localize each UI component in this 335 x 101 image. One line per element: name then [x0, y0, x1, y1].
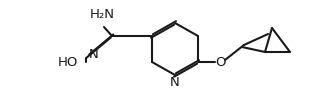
Text: HO: HO: [58, 56, 78, 69]
Text: H₂N: H₂N: [89, 8, 115, 22]
Text: N: N: [89, 48, 99, 62]
Text: N: N: [170, 76, 180, 89]
Text: O: O: [215, 56, 225, 68]
